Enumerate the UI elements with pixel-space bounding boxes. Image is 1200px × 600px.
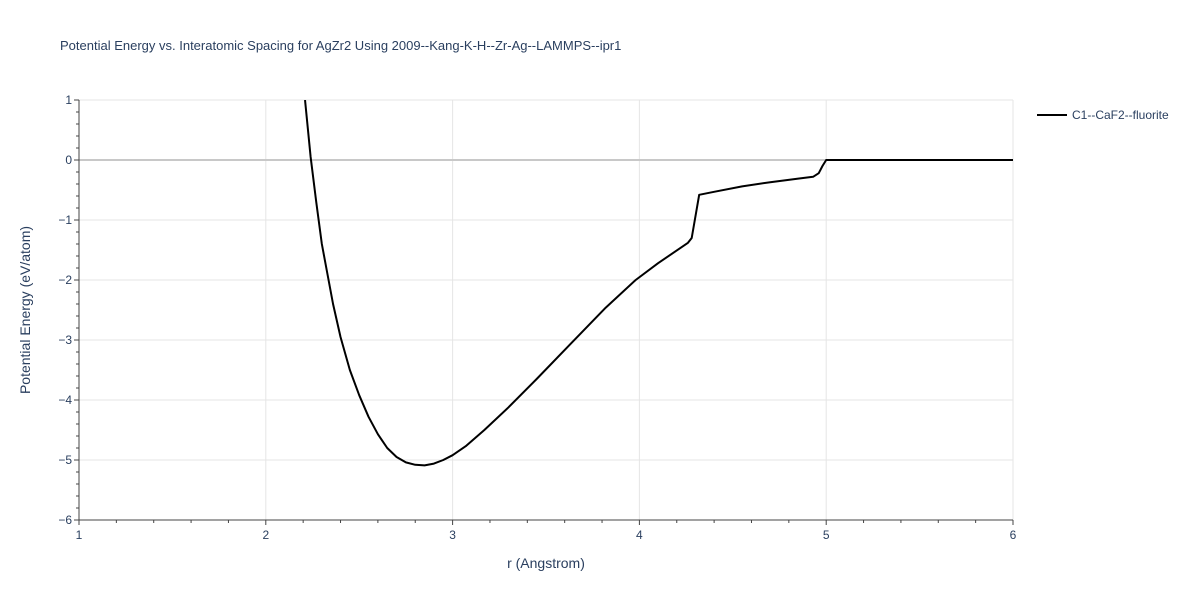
y-tick-label: −5 <box>58 453 72 467</box>
x-tick-label: 3 <box>449 528 456 542</box>
x-axis-title: r (Angstrom) <box>507 555 585 571</box>
legend-item-label: C1--CaF2--fluorite <box>1072 108 1169 122</box>
y-tick-label: −6 <box>58 513 72 527</box>
y-tick-label: −1 <box>58 213 72 227</box>
x-tick-label: 4 <box>636 528 643 542</box>
y-axis-title: Potential Energy (eV/atom) <box>17 226 33 394</box>
x-tick-label: 1 <box>76 528 83 542</box>
y-tick-label: 1 <box>65 93 72 107</box>
y-tick-label: −2 <box>58 273 72 287</box>
series-line <box>304 100 1013 467</box>
legend[interactable]: C1--CaF2--fluorite <box>1037 108 1169 122</box>
x-tick-label: 2 <box>262 528 269 542</box>
y-tick-label: 0 <box>65 153 72 167</box>
series-layer <box>304 100 1013 467</box>
y-tick-label: −3 <box>58 333 72 347</box>
x-tick-label: 5 <box>823 528 830 542</box>
chart-title: Potential Energy vs. Interatomic Spacing… <box>60 38 622 53</box>
y-tick-label: −4 <box>58 393 72 407</box>
grid <box>79 99 1014 520</box>
x-tick-label: 6 <box>1010 528 1017 542</box>
axes: 1 2 3 4 5 6 1 0 −1 −2 −3 −4 −5 −6 <box>58 93 1016 542</box>
